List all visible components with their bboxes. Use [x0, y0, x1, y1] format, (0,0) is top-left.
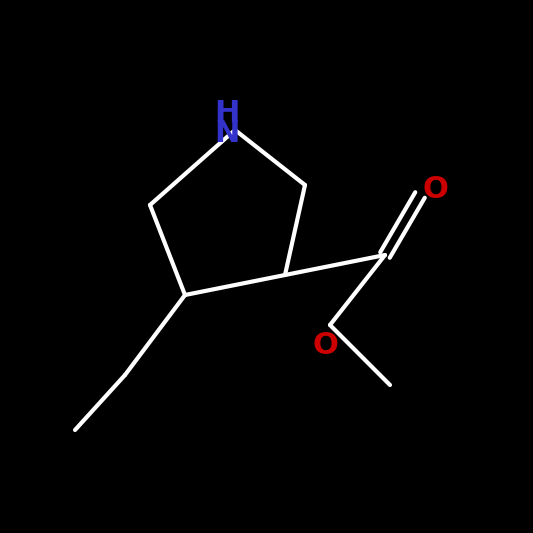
Text: H: H: [214, 99, 240, 128]
Text: O: O: [312, 330, 338, 359]
Text: O: O: [422, 175, 448, 205]
Text: N: N: [214, 119, 240, 148]
